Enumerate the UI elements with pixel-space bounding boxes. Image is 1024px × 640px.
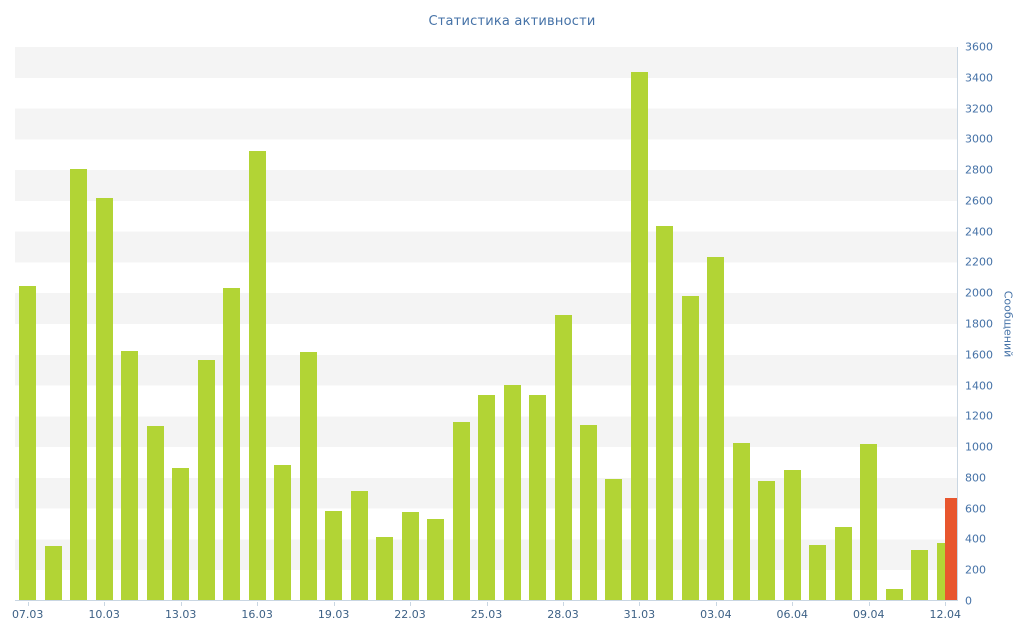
x-tick [792,602,794,606]
y-tick-label: 2000 [965,286,993,300]
y-tick-label: 1400 [965,379,993,393]
y-tick-label: 1200 [965,409,993,423]
bar-09.04 [860,443,878,600]
x-tick-label: 12.04 [929,608,962,621]
x-tick-label: 09.04 [853,608,885,621]
bar-23.03 [427,519,444,600]
y-tick-label: 3000 [965,132,993,146]
y-tick-label: 0 [965,594,972,608]
x-tick [104,602,106,606]
bar-26.03 [503,385,521,600]
x-tick [180,602,182,606]
bar-03.04 [707,256,725,600]
bar-19.03 [325,510,343,600]
x-tick-label: 03.04 [700,608,732,621]
y-axis: 0 200 400 600 800 1000 1200 1400 1600 1800 2000 220… [965,42,1015,607]
bar-01.04 [656,226,674,600]
bar-05.04 [758,480,776,600]
bar-28.03 [554,314,572,600]
y-tick-label: 3200 [965,102,993,116]
x-tick [27,602,29,606]
chart-title: Статистика активности [428,14,596,29]
bar-29.03 [579,425,597,600]
x-tick [715,602,717,606]
x-tick-label: 16.03 [241,608,273,621]
x-tick-label: 22.03 [394,608,426,621]
y-tick-label: 2400 [965,225,993,239]
x-tick [333,602,335,606]
x-tick [868,602,870,606]
bar-30.03 [605,479,623,600]
bar-17.03 [274,465,292,600]
x-tick-label: 31.03 [623,608,656,621]
y-axis-title: Сообщений [1001,290,1015,358]
bar-04.04 [732,443,750,600]
y-tick-label: 1800 [965,317,993,331]
y-tick-label: 600 [965,502,986,516]
bar-12.03 [146,426,164,600]
bar-13.03 [172,467,190,600]
y-tick-label: 400 [965,532,986,546]
bar-16.03 [248,150,266,600]
bar-15.03 [223,287,241,600]
bar-24.03 [452,421,470,600]
x-tick [639,602,641,606]
x-tick [563,602,564,606]
bar-10.04 [885,589,903,600]
x-tick-label: 10.03 [88,608,120,621]
y-tick-label: 3600 [965,40,993,54]
y-tick-label: 3400 [965,71,993,85]
bar-20.03 [350,490,368,600]
y-tick-label: 800 [965,471,986,485]
bar-22.03 [401,511,419,600]
bar-31.03 [630,72,648,600]
y-tick-label: 1000 [965,440,993,454]
x-tick [486,602,488,606]
bar-08.04 [834,526,852,600]
bar-07.04 [809,545,827,600]
bar-18.03 [299,352,317,600]
x-tick [945,602,947,606]
bar-11.04 [911,550,929,600]
x-tick-label: 19.03 [317,608,350,621]
plot-area [15,47,958,601]
y-tick-label: 200 [965,563,986,577]
x-tick-label: 28.03 [547,608,579,621]
x-tick-label: 25.03 [470,608,503,621]
bar-06.04 [783,470,801,600]
bar-08.03 [44,546,62,600]
bar-14.03 [197,359,215,600]
bar-27.03 [529,395,546,600]
bars-layer [15,47,957,600]
x-tick [410,602,411,606]
x-tick-label: 06.04 [776,608,809,621]
x-tick [257,602,259,606]
y-tick-label: 2600 [965,194,993,208]
bar-21.03 [376,536,394,600]
bar-10.03 [95,198,113,600]
bar-today-12.04 [944,498,957,600]
x-tick-label: 07.03 [11,608,44,621]
y-tick-label: 2200 [965,255,993,269]
x-tick-label: 13.03 [164,608,197,621]
bar-07.03 [19,286,37,600]
y-tick-label: 2800 [965,163,993,177]
bar-11.03 [121,350,139,600]
x-axis: 07.03 10.03 13.03 16.03 19.03 22.03 25.03 28.03… [11,602,961,626]
y-tick-label: 1600 [965,348,993,362]
bar-02.04 [681,296,699,600]
bar-09.03 [70,169,88,600]
bar-25.03 [478,395,495,600]
